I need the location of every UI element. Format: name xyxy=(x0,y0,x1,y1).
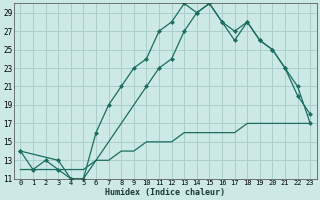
X-axis label: Humidex (Indice chaleur): Humidex (Indice chaleur) xyxy=(105,188,225,197)
